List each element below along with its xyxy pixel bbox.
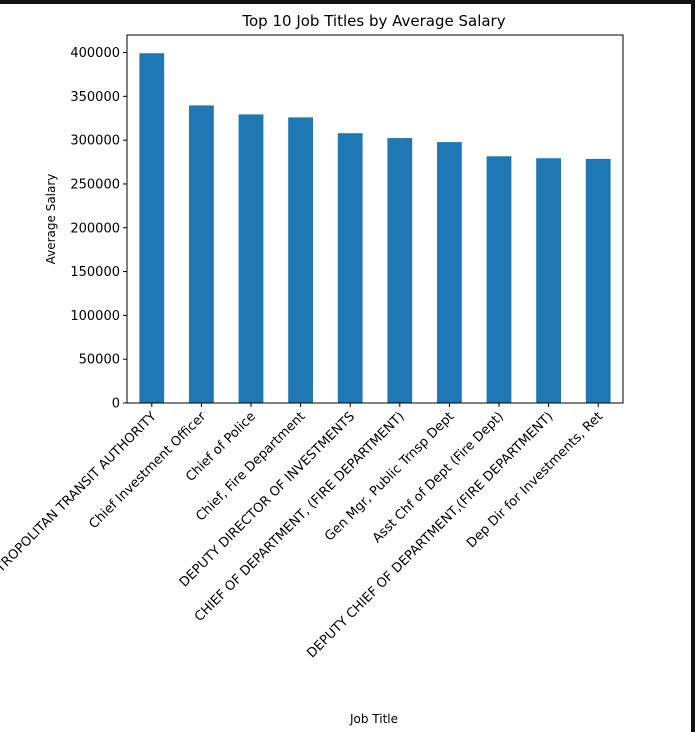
y-tick-label: 300000 xyxy=(70,134,120,149)
bar xyxy=(437,142,462,403)
y-tick-label: 100000 xyxy=(70,309,120,324)
axes-frame xyxy=(126,34,624,404)
y-tick-label: 250000 xyxy=(70,177,120,192)
plot-area: 0 50000 100000 150000 200000 250000 300000 3500… xyxy=(0,34,624,685)
x-tick-label: DEPUTY CHIEF OF DEPARTMENT,(FIRE DEPARTM… xyxy=(304,409,556,661)
x-axis-label: Job Title xyxy=(349,712,398,726)
bar xyxy=(337,133,363,403)
y-tick-label: 150000 xyxy=(70,265,120,280)
bar xyxy=(288,117,313,403)
window-top-border xyxy=(0,0,695,4)
bar xyxy=(536,158,561,403)
bar xyxy=(585,158,611,403)
x-tick-label: DEPUTY DIRECTOR OF INVESTMENTS xyxy=(177,409,358,590)
bar xyxy=(486,156,512,403)
y-tick-label: 50000 xyxy=(79,353,120,368)
x-tick-label: GENERAL MANAGER-METROPOLITAN TRANSIT AUT… xyxy=(0,409,160,685)
bar xyxy=(139,53,165,403)
y-tick-label: 200000 xyxy=(70,221,120,236)
bar xyxy=(238,114,264,403)
y-axis-label: Average Salary xyxy=(44,174,58,265)
y-tick-label: 350000 xyxy=(70,90,120,105)
chart-title: Top 10 Job Titles by Average Salary xyxy=(241,12,505,30)
window-right-border xyxy=(691,0,695,732)
bar xyxy=(387,138,413,403)
y-tick-label: 400000 xyxy=(70,46,120,61)
y-tick-label: 0 xyxy=(112,397,120,412)
bar xyxy=(189,105,214,404)
